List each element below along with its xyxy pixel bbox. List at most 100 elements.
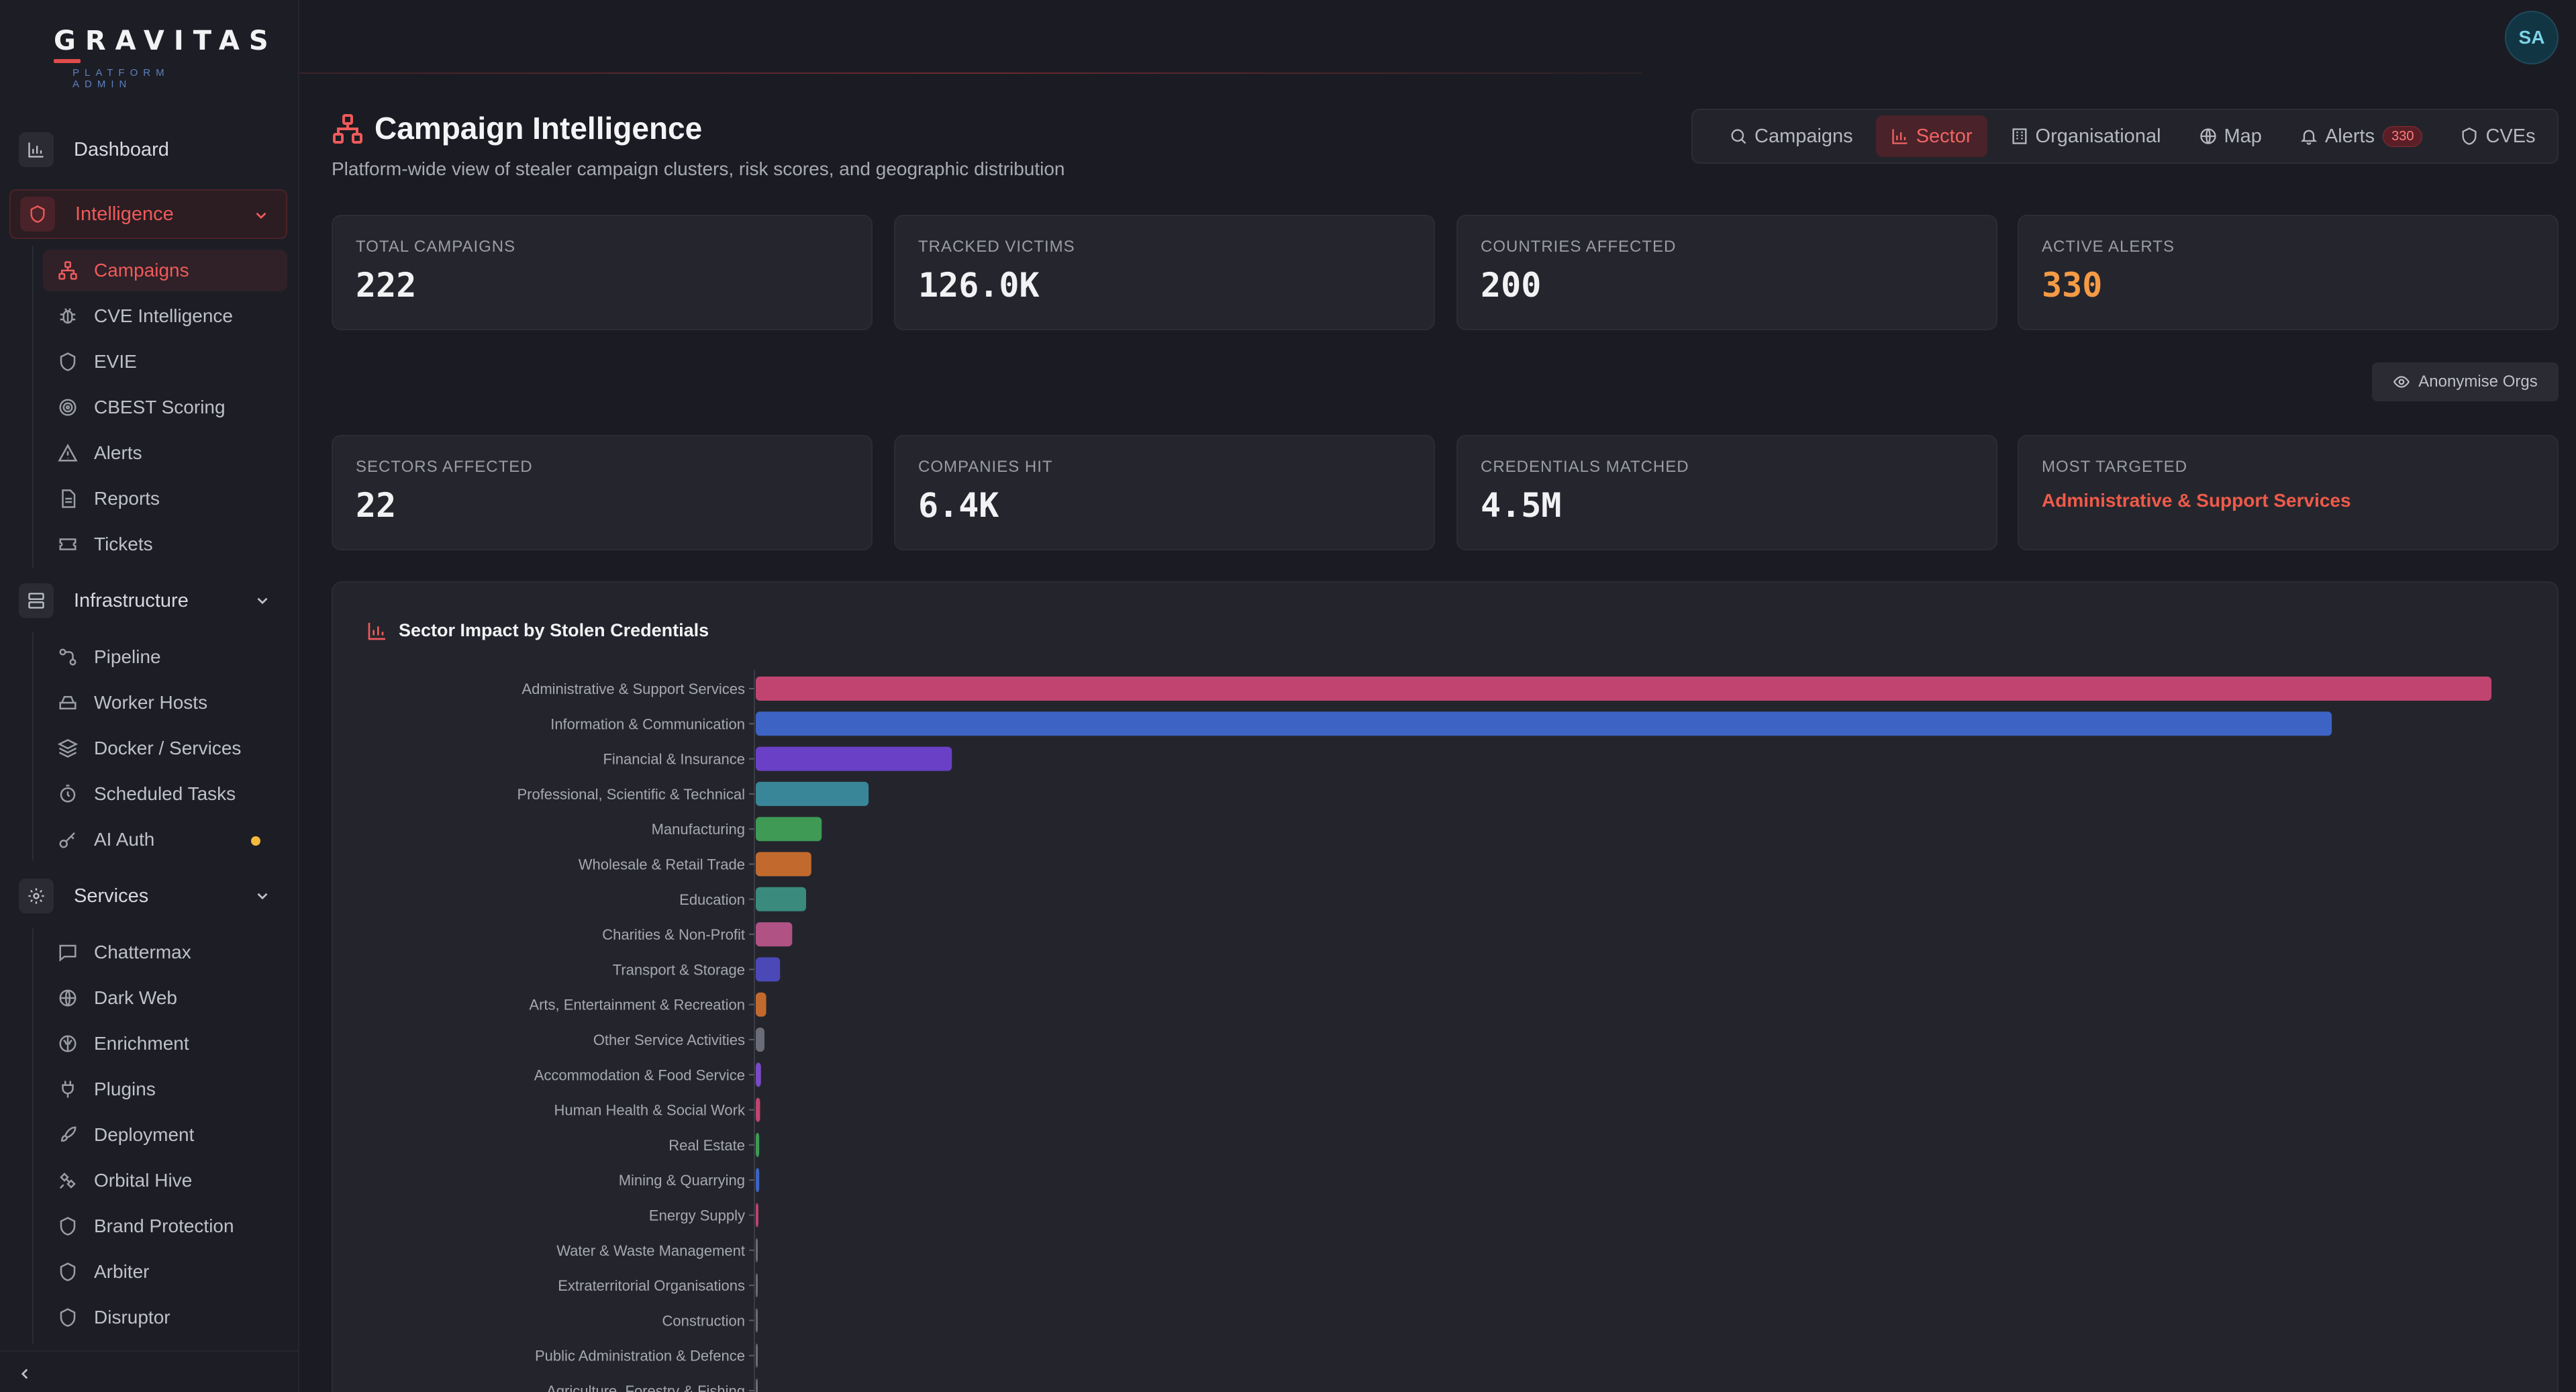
satellite-icon [59, 1173, 76, 1189]
sidebar-item-chattermax[interactable]: Chattermax [43, 932, 287, 973]
chart-bar[interactable] [756, 677, 2491, 701]
alerts-count-badge: 330 [2383, 126, 2423, 147]
chart-bar[interactable] [756, 957, 781, 982]
sidebar-item-ai-auth[interactable]: AI Auth [43, 819, 287, 860]
tick-label: Education [679, 891, 745, 908]
brand-subtitle: PLATFORM ADMIN [72, 67, 170, 90]
sidebar-item-orbital-hive[interactable]: Orbital Hive [43, 1160, 287, 1201]
sidebar-section-infrastructure[interactable]: Infrastructure [9, 576, 287, 626]
shield-icon [20, 197, 55, 232]
chart-bar[interactable] [756, 852, 811, 877]
chart-bar[interactable] [756, 781, 869, 806]
stat-label: TRACKED VICTIMS [918, 238, 1075, 256]
chart-bar[interactable] [756, 817, 822, 842]
brand-logo[interactable]: GRAVITAS PLATFORM ADMIN [54, 26, 268, 90]
chart-bar[interactable] [756, 711, 2332, 736]
anonymise-orgs-button[interactable]: Anonymise Orgs [2372, 362, 2559, 401]
tab-alerts[interactable]: Alerts 330 [2285, 115, 2438, 157]
sidebar-item-label: Campaigns [94, 260, 189, 281]
tab-organisational[interactable]: Organisational [1995, 115, 2176, 157]
tab-map[interactable]: Map [2184, 115, 2277, 157]
chart-bar[interactable] [756, 1379, 758, 1392]
sidebar-item-alerts[interactable]: Alerts [43, 432, 287, 474]
sidebar-item-plugins[interactable]: Plugins [43, 1068, 287, 1110]
brain-icon [59, 1035, 77, 1052]
sidebar-item-deployment[interactable]: Deployment [43, 1114, 287, 1156]
chart-bar[interactable] [756, 1168, 760, 1193]
tick-label: Wholesale & Retail Trade [579, 856, 745, 873]
stat-card-tracked-victims: TRACKED VICTIMS 126.0K [894, 215, 1435, 330]
sidebar-item-pipeline[interactable]: Pipeline [43, 636, 287, 678]
key-icon [59, 832, 75, 848]
sidebar-item-label: Tickets [94, 534, 153, 554]
tick-label: Real Estate [668, 1137, 745, 1154]
sidebar-item-label: Dark Web [94, 987, 177, 1008]
sidebar-item-dark-web[interactable]: Dark Web [43, 977, 287, 1019]
tick-label: Public Administration & Defence [535, 1348, 745, 1364]
sidebar-item-label: EVIE [94, 351, 137, 372]
pipeline-icon [59, 648, 77, 666]
sidebar: GRAVITAS PLATFORM ADMIN Dashboard Intell… [0, 0, 299, 1392]
tick-label: Human Health & Social Work [554, 1102, 746, 1119]
sidebar-item-evie[interactable]: EVIE [43, 341, 287, 383]
stat-value: 22 [356, 486, 397, 525]
sidebar-item-label: Chattermax [94, 942, 191, 962]
chart-bar[interactable] [756, 1097, 760, 1122]
sidebar-item-label: Orbital Hive [94, 1170, 193, 1191]
globe-icon [2199, 128, 2216, 144]
shield-icon [60, 1262, 76, 1281]
sidebar-section-intelligence[interactable]: Intelligence [9, 189, 287, 239]
ticket-icon [59, 538, 77, 550]
sidebar-item-campaigns[interactable]: Campaigns [43, 250, 287, 291]
stat-label: TOTAL CAMPAIGNS [356, 238, 516, 256]
sidebar-item-disruptor[interactable]: Disruptor [43, 1297, 287, 1338]
header-divider [299, 72, 1642, 74]
chart-bar[interactable] [756, 1132, 760, 1157]
chart-title: Sector Impact by Stolen Credentials [399, 620, 709, 640]
sidebar-item-worker-hosts[interactable]: Worker Hosts [43, 682, 287, 724]
sidebar-item-arbiter[interactable]: Arbiter [43, 1251, 287, 1293]
avatar[interactable]: SA [2505, 11, 2559, 64]
tick-label: Administrative & Support Services [522, 681, 745, 697]
tab-label: Organisational [2035, 125, 2161, 147]
sidebar-item-cbest-scoring[interactable]: CBEST Scoring [43, 387, 287, 428]
chart-bar[interactable] [756, 1203, 758, 1228]
chart-bar[interactable] [756, 992, 766, 1017]
button-label: Anonymise Orgs [2418, 372, 2538, 391]
shield-icon [2462, 128, 2477, 145]
timer-icon [60, 785, 76, 803]
network-icon [58, 261, 77, 280]
bar-chart-icon [1892, 129, 1908, 144]
chart-bar[interactable] [756, 922, 793, 947]
sidebar-item-label: Dashboard [74, 138, 169, 160]
sidebar-item-enrichment[interactable]: Enrichment [43, 1023, 287, 1064]
collapse-sidebar-button[interactable] [0, 1350, 299, 1392]
stat-value: 222 [356, 266, 417, 305]
sidebar-item-label: Arbiter [94, 1261, 150, 1282]
sidebar-item-brand-protection[interactable]: Brand Protection [43, 1205, 287, 1247]
chart-bar[interactable] [756, 1273, 758, 1298]
sidebar-item-reports[interactable]: Reports [43, 478, 287, 519]
sidebar-section-services[interactable]: Services [9, 871, 287, 921]
sidebar-item-cve-intelligence[interactable]: CVE Intelligence [43, 295, 287, 337]
chart-bar[interactable] [756, 1238, 758, 1262]
sidebar-item-scheduled-tasks[interactable]: Scheduled Tasks [43, 773, 287, 815]
tab-label: Map [2224, 125, 2262, 147]
chart-bar[interactable] [756, 1028, 764, 1052]
sidebar-item-dashboard[interactable]: Dashboard [9, 125, 287, 175]
most-targeted-link[interactable]: Administrative & Support Services [2042, 490, 2351, 511]
tab-cves[interactable]: CVEs [2445, 115, 2550, 157]
chart-bar[interactable] [756, 1308, 758, 1333]
chart-bar[interactable] [756, 746, 952, 771]
sidebar-item-tickets[interactable]: Tickets [43, 524, 287, 565]
chart-bar[interactable] [756, 1343, 758, 1368]
section-line [32, 632, 34, 860]
tab-sector[interactable]: Sector [1875, 115, 1987, 157]
tab-campaigns[interactable]: Campaigns [1714, 115, 1868, 157]
sidebar-item-label: Alerts [94, 442, 142, 463]
chart-bar[interactable] [756, 1062, 761, 1087]
chart-bar[interactable] [756, 887, 806, 911]
sidebar-item-docker-services[interactable]: Docker / Services [43, 728, 287, 769]
sidebar-item-label: Disruptor [94, 1307, 170, 1328]
section-line [32, 928, 34, 1344]
